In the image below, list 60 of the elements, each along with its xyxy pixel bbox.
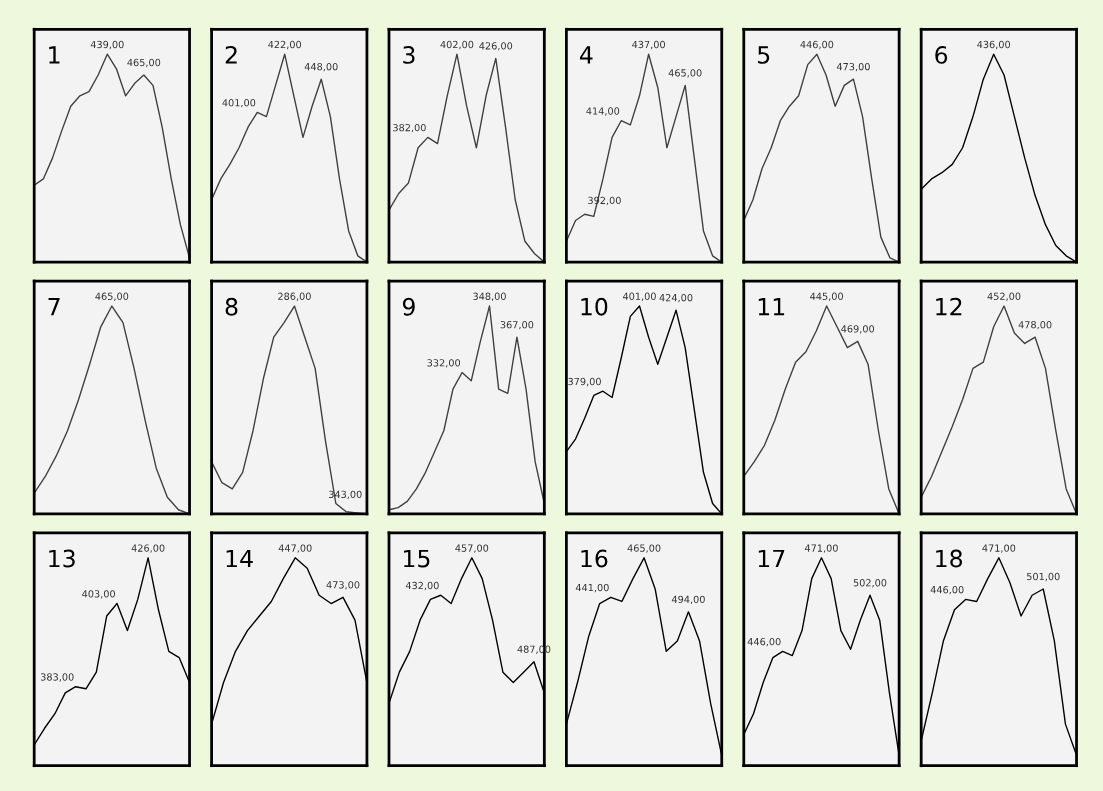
- chart-title: 7: [48, 298, 60, 316]
- annotation: 379,00: [568, 377, 601, 387]
- annotation: 465,00: [127, 58, 161, 68]
- annotation: 401,00: [222, 99, 256, 108]
- annotation: 403,00: [82, 590, 116, 599]
- text: 465,00: [627, 544, 661, 553]
- chart-title: 11: [758, 298, 785, 316]
- text: 422,00: [268, 40, 302, 50]
- chart-title: 10: [581, 297, 608, 316]
- text: 436,00: [977, 40, 1011, 50]
- text: 424,00: [659, 293, 693, 303]
- chart-title: 12: [936, 297, 962, 316]
- annotation: 494,00: [671, 595, 705, 605]
- text: 437,00: [632, 40, 665, 50]
- chart-title: 8: [225, 297, 238, 316]
- text: 348,00: [473, 292, 506, 301]
- annotation: 473,00: [326, 581, 360, 590]
- text: 426,00: [479, 42, 513, 51]
- annotation: 502,00: [853, 579, 887, 588]
- text: 402,00: [440, 40, 474, 50]
- text: 447,00: [278, 544, 312, 553]
- text: 426,00: [131, 544, 165, 553]
- annotation: 446,00: [930, 585, 964, 595]
- chart-title: 14: [226, 549, 253, 568]
- annotation: 441,00: [575, 583, 609, 593]
- annotation: 478,00: [1018, 321, 1052, 330]
- text: 471,00: [982, 544, 1016, 553]
- chart-title: 13: [49, 549, 75, 568]
- text: 471,00: [804, 544, 838, 553]
- chart-title: 2: [225, 45, 237, 64]
- chart-title: 16: [581, 549, 608, 568]
- chart-title: 5: [758, 46, 770, 64]
- chart-title: 9: [402, 297, 415, 316]
- chart-title: 3: [403, 45, 415, 64]
- text: 401,00: [622, 292, 656, 301]
- annotation: 448,00: [304, 62, 338, 72]
- annotation: 414,00: [586, 107, 620, 116]
- annotation: 332,00: [427, 359, 461, 368]
- annotation: 382,00: [393, 123, 426, 133]
- annotation: 501,00: [1026, 572, 1060, 582]
- annotation: 469,00: [841, 325, 875, 334]
- chart-title: 17: [758, 549, 785, 568]
- text: 439,00: [90, 40, 124, 50]
- chart-title: 15: [404, 549, 430, 568]
- text: 445,00: [810, 292, 843, 301]
- text: 465,00: [95, 292, 129, 301]
- text: 452,00: [987, 292, 1021, 301]
- text: 286,00: [278, 292, 311, 301]
- chart-title: 4: [579, 46, 593, 64]
- annotation: 465,00: [668, 69, 702, 78]
- annotation: 367,00: [500, 321, 534, 330]
- annotation: 446,00: [747, 637, 781, 647]
- chart-title: 1: [49, 46, 60, 64]
- annotation: 473,00: [836, 62, 870, 72]
- chart-title: 6: [935, 45, 948, 64]
- annotation: 432,00: [405, 581, 439, 591]
- chart-title: 18: [936, 549, 963, 568]
- text: 457,00: [455, 544, 489, 553]
- annotation: 383,00: [40, 673, 74, 682]
- text: 446,00: [800, 40, 834, 50]
